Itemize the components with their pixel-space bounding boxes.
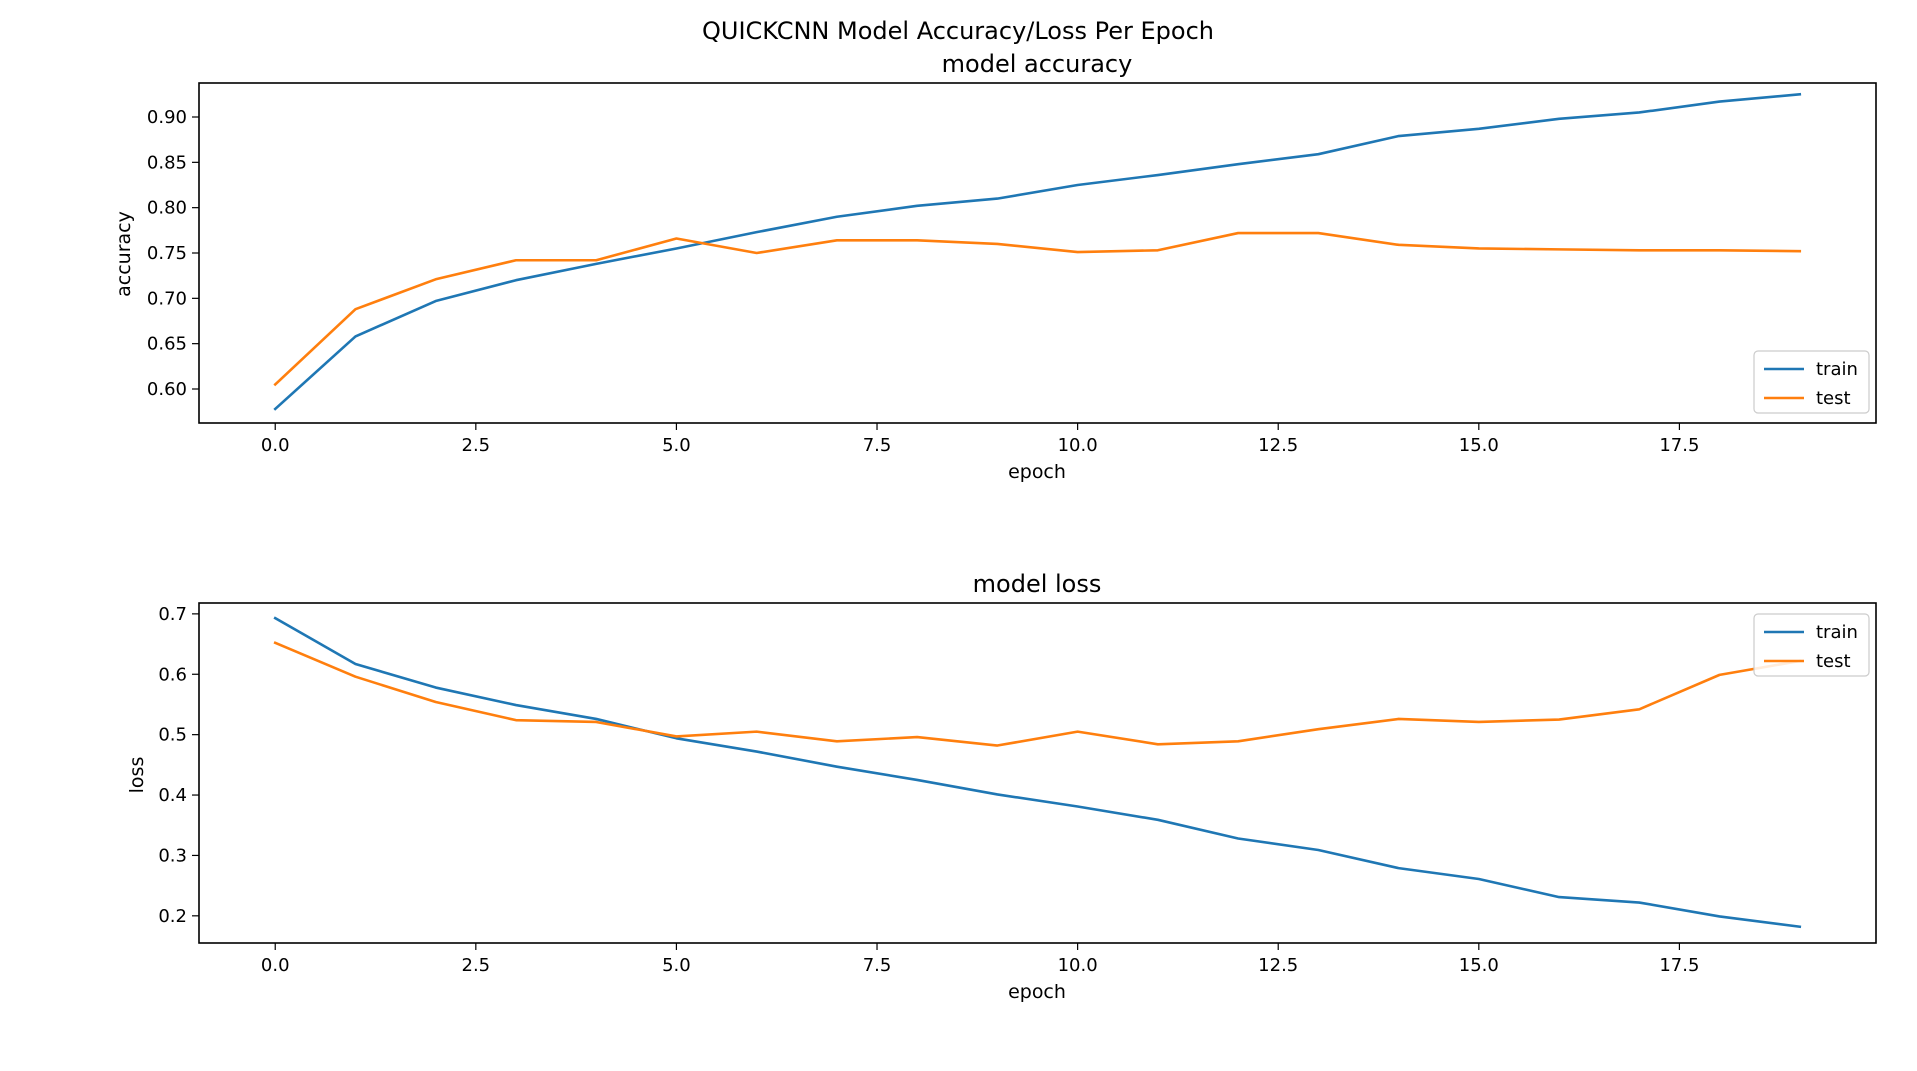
loss-x-tick-label: 10.0 <box>1058 955 1098 976</box>
accuracy-test-line <box>273 231 1802 387</box>
loss-x-tick-label: 2.5 <box>462 955 491 976</box>
accuracy-y-axis-label: accuracy <box>113 211 135 297</box>
accuracy-x-axis-label: epoch <box>1008 461 1066 483</box>
loss-y-axis-label: loss <box>126 757 148 794</box>
accuracy-y-tick-label: 0.80 <box>147 198 187 219</box>
loss-legend-label-train: train <box>1816 622 1858 643</box>
accuracy-x-tick-label: 0.0 <box>261 435 290 456</box>
accuracy-y-tick-label: 0.60 <box>147 379 187 400</box>
accuracy-train-line <box>273 92 1802 411</box>
loss-y-tick-label: 0.2 <box>158 906 187 927</box>
loss-plot-frame <box>198 602 1877 944</box>
loss-x-tick-label: 5.0 <box>662 955 691 976</box>
loss-legend-label-test: test <box>1816 651 1851 672</box>
accuracy-series-layer <box>273 92 1802 411</box>
figure-suptitle: QUICKCNN Model Accuracy/Loss Per Epoch <box>702 17 1214 45</box>
loss-x-tick-label: 17.5 <box>1659 955 1699 976</box>
loss-subplot: model loss loss epoch 0.0 2.5 5.0 7.5 10.0 12… <box>126 570 1877 1003</box>
loss-plot-title: model loss <box>973 570 1102 598</box>
accuracy-x-tick-label: 7.5 <box>863 435 892 456</box>
accuracy-y-tick-label: 0.90 <box>147 107 187 128</box>
accuracy-subplot: model accuracy accuracy epoch 0.0 2.5 5.0 7… <box>113 50 1877 483</box>
loss-series-layer <box>273 616 1802 929</box>
accuracy-y-tick-label: 0.65 <box>147 334 187 355</box>
accuracy-x-tick-label: 15.0 <box>1459 435 1499 456</box>
accuracy-x-tick-label: 12.5 <box>1258 435 1298 456</box>
loss-x-tick-label: 12.5 <box>1258 955 1298 976</box>
accuracy-plot-title: model accuracy <box>942 50 1133 78</box>
loss-train-line <box>273 616 1802 929</box>
accuracy-x-tick-label: 5.0 <box>662 435 691 456</box>
loss-y-tick-label: 0.5 <box>158 725 187 746</box>
accuracy-plot-frame <box>198 82 1877 424</box>
loss-x-tick-label: 15.0 <box>1459 955 1499 976</box>
loss-x-tick-label: 0.0 <box>261 955 290 976</box>
loss-x-tick-label: 7.5 <box>863 955 892 976</box>
loss-y-tick-label: 0.6 <box>158 664 187 685</box>
accuracy-x-tick-label: 2.5 <box>462 435 491 456</box>
accuracy-x-tick-label: 17.5 <box>1659 435 1699 456</box>
loss-y-tick-label: 0.7 <box>158 604 187 625</box>
accuracy-x-tick-label: 10.0 <box>1058 435 1098 456</box>
accuracy-y-tick-label: 0.75 <box>147 243 187 264</box>
loss-y-tick-label: 0.3 <box>158 845 187 866</box>
accuracy-legend-label-test: test <box>1816 388 1851 409</box>
accuracy-y-tick-label: 0.70 <box>147 288 187 309</box>
loss-x-axis-label: epoch <box>1008 981 1066 1003</box>
accuracy-legend-label-train: train <box>1816 359 1858 380</box>
accuracy-y-tick-label: 0.85 <box>147 152 187 173</box>
loss-y-tick-label: 0.4 <box>158 785 187 806</box>
loss-test-line <box>273 641 1802 747</box>
